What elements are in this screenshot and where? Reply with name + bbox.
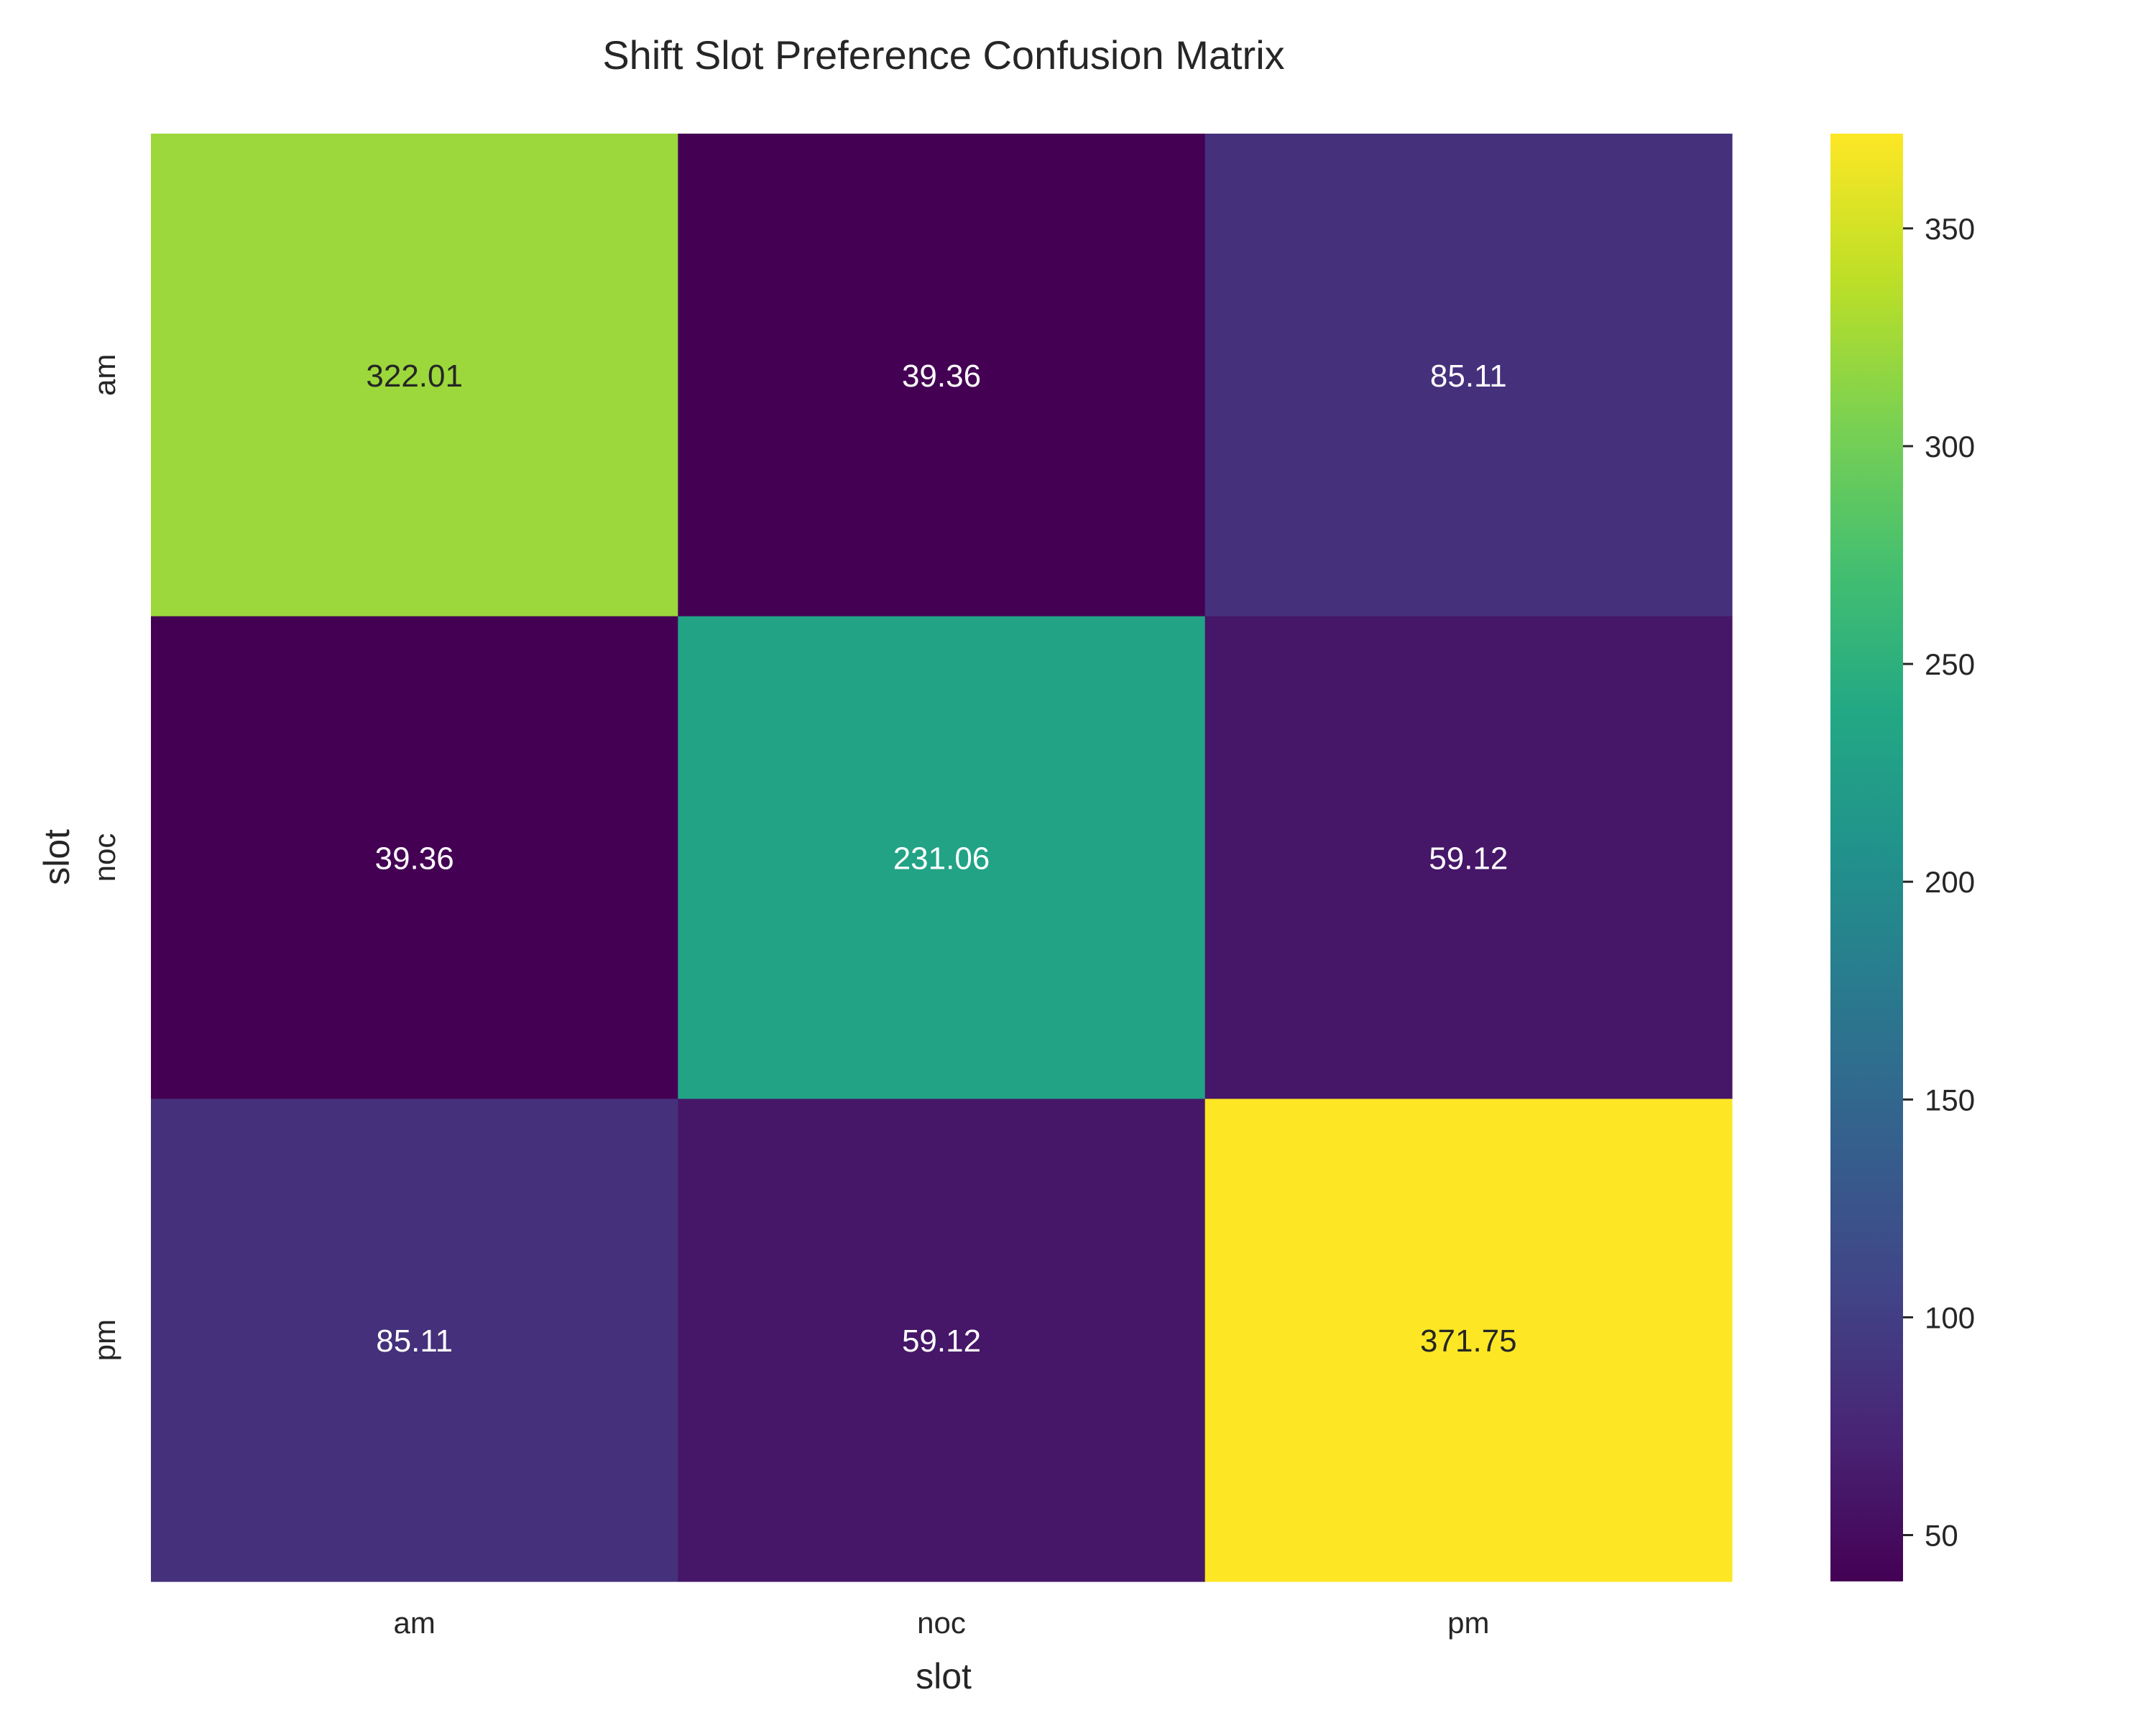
heatmap-cell-noc-noc	[678, 616, 1206, 1099]
cell-value-label: 85.11	[376, 1323, 453, 1359]
colorbar-tick-label: 100	[1925, 1300, 1975, 1334]
heatmap-cell-am-am	[151, 134, 678, 617]
x-tick-label: noc	[917, 1606, 966, 1640]
cell-value-label: 371.75	[1420, 1323, 1517, 1359]
cell-value-label: 59.12	[902, 1323, 981, 1359]
heatmap-cells	[151, 134, 1733, 1582]
heatmap-cell-noc-pm	[1204, 616, 1733, 1099]
heatmap-cell-pm-pm	[1204, 1099, 1733, 1582]
colorbar-tick-label: 250	[1925, 647, 1975, 681]
y-tick-label: am	[88, 354, 121, 396]
heatmap-cell-am-pm	[1204, 134, 1733, 617]
colorbar-ticks: 50 100 150 200 250 300 350	[1903, 212, 1975, 1552]
chart-title: Shift Slot Preference Confusion Matrix	[602, 32, 1284, 78]
cell-value-label: 85.11	[1430, 359, 1507, 394]
heatmap-cell-labels: 322.01 39.36 85.11 39.36 231.06 59.12 85.11 59.…	[366, 359, 1516, 1359]
colorbar-tick-label: 150	[1925, 1083, 1975, 1117]
x-tick-label: am	[393, 1606, 435, 1640]
cell-value-label: 59.12	[1429, 841, 1508, 877]
x-axis-label: slot	[916, 1656, 972, 1696]
cell-value-label: 231.06	[893, 841, 990, 877]
y-tick-label: noc	[88, 833, 121, 882]
heatmap-cell-am-noc	[678, 134, 1206, 617]
y-tick-label: pm	[88, 1319, 121, 1361]
y-axis-tick-labels: am noc pm	[88, 354, 121, 1362]
colorbar-tick-label: 200	[1925, 865, 1975, 899]
heatmap-cell-noc-am	[151, 616, 678, 1099]
heatmap-cell-pm-noc	[678, 1099, 1206, 1582]
heatmap-cell-pm-am	[151, 1099, 678, 1582]
colorbar-tick-label: 50	[1925, 1518, 1958, 1552]
x-tick-label: pm	[1447, 1606, 1489, 1640]
cell-value-label: 322.01	[366, 359, 463, 394]
colorbar-tick-label: 300	[1925, 430, 1975, 463]
cell-value-label: 39.36	[375, 841, 454, 877]
x-axis-tick-labels: am noc pm	[393, 1606, 1489, 1640]
y-axis-label: slot	[37, 829, 77, 885]
colorbar-tick-label: 350	[1925, 212, 1975, 246]
cell-value-label: 39.36	[902, 359, 981, 394]
colorbar	[1830, 134, 1903, 1581]
